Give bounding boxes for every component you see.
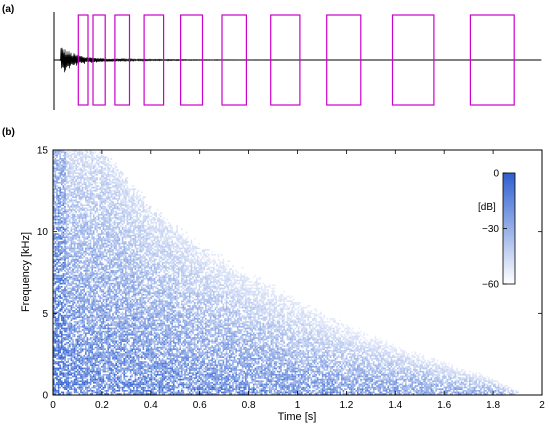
colorbar-tick-label: −60 [482, 280, 499, 291]
panel-b-label: (b) [2, 127, 15, 138]
colorbar-label: [dB] [478, 202, 496, 213]
x-tick-label: 1 [295, 400, 301, 411]
spectrogram-panel: 0 0.2 0.4 0.6 0.8 1 1.2 1.4 1.6 1.8 2 0 5 10 15 Time … [20, 146, 545, 424]
waveform-trace [53, 47, 542, 73]
colorbar-tick-label: −30 [482, 224, 499, 235]
analysis-windows [77, 14, 515, 106]
x-tick-label: 1.4 [388, 400, 402, 411]
analysis-window-2 [92, 14, 106, 106]
x-axis-label: Time [s] [278, 411, 317, 423]
analysis-window-9 [391, 14, 435, 106]
x-tick-label: 1.2 [339, 400, 353, 411]
analysis-window-1 [77, 14, 89, 106]
analysis-window-3 [114, 14, 131, 106]
analysis-window-5 [180, 14, 204, 106]
x-tick-label: 0.6 [193, 400, 207, 411]
panel-a-label: (a) [2, 4, 14, 15]
waveform-panel [53, 12, 542, 110]
y-axis: 0 5 10 15 [37, 146, 542, 402]
y-tick-label: 15 [37, 146, 49, 157]
x-tick-label: 2 [539, 400, 545, 411]
y-tick-label: 0 [42, 391, 48, 402]
analysis-window-4 [143, 14, 165, 106]
x-tick-label: 0 [50, 400, 56, 411]
x-tick-label: 0.2 [95, 400, 109, 411]
x-tick-label: 1.6 [437, 400, 451, 411]
spectrogram-image [53, 150, 519, 395]
x-tick-label: 1.8 [486, 400, 500, 411]
colorbar-tick-label: 0 [493, 169, 499, 180]
colorbar-ticks: 0 −30 −60 [482, 169, 507, 291]
analysis-window-8 [326, 14, 362, 106]
x-tick-label: 0.4 [144, 400, 158, 411]
y-axis-label: Frequency [kHz] [20, 232, 32, 312]
analysis-window-6 [221, 14, 247, 106]
x-axis: 0 0.2 0.4 0.6 0.8 1 1.2 1.4 1.6 1.8 2 [50, 150, 545, 411]
y-tick-label: 10 [37, 227, 49, 238]
analysis-window-10 [469, 14, 515, 106]
x-tick-label: 0.8 [242, 400, 256, 411]
analysis-window-7 [270, 14, 301, 106]
y-tick-label: 5 [42, 309, 48, 320]
